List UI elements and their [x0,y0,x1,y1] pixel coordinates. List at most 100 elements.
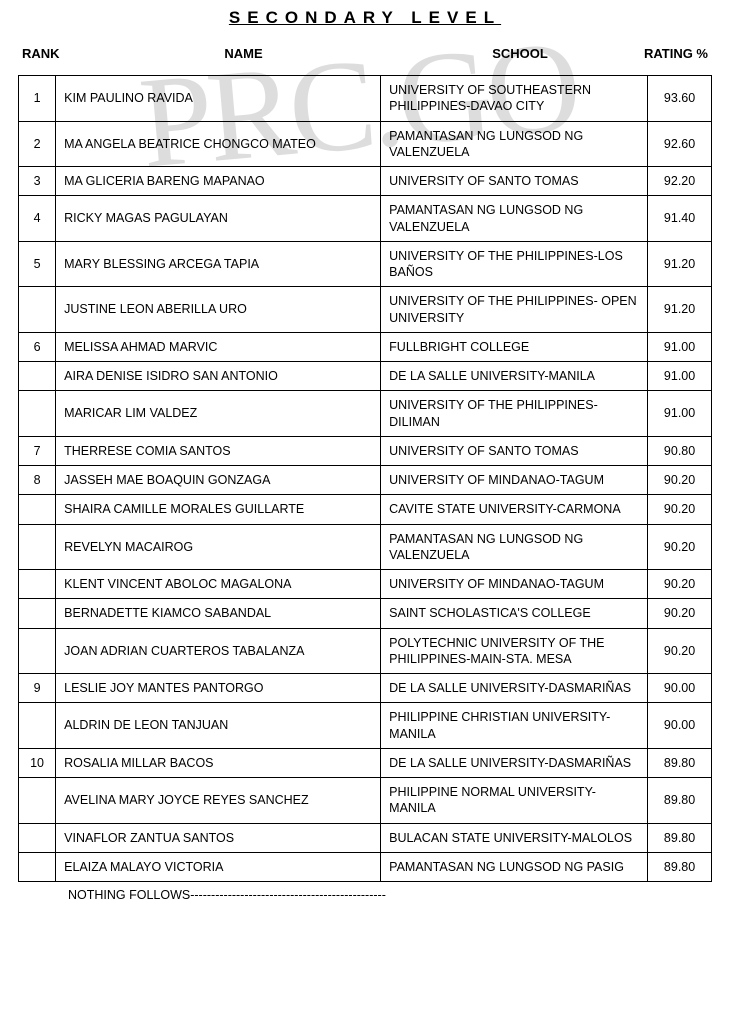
footer-text: NOTHING FOLLOWS-------------------------… [18,882,712,902]
cell-name: MELISSA AHMAD MARVIC [56,332,381,361]
cell-school: UNIVERSITY OF SANTO TOMAS [381,436,648,465]
cell-rating: 93.60 [648,76,712,122]
cell-school: DE LA SALLE UNIVERSITY-MANILA [381,362,648,391]
cell-rating: 90.20 [648,495,712,524]
cell-rating: 89.80 [648,778,712,824]
cell-name: KIM PAULINO RAVIDA [56,76,381,122]
cell-school: UNIVERSITY OF SANTO TOMAS [381,167,648,196]
cell-rating: 90.00 [648,674,712,703]
cell-rating: 91.40 [648,196,712,242]
cell-name: VINAFLOR ZANTUA SANTOS [56,823,381,852]
table-row: 10ROSALIA MILLAR BACOSDE LA SALLE UNIVER… [19,748,712,777]
table-row: 8JASSEH MAE BOAQUIN GONZAGAUNIVERSITY OF… [19,466,712,495]
cell-rank [19,599,56,628]
cell-rank: 5 [19,241,56,287]
cell-school: PAMANTASAN NG LUNGSOD NG PASIG [381,852,648,881]
cell-rank: 9 [19,674,56,703]
table-row: MARICAR LIM VALDEZUNIVERSITY OF THE PHIL… [19,391,712,437]
cell-name: LESLIE JOY MANTES PANTORGO [56,674,381,703]
cell-school: UNIVERSITY OF MINDANAO-TAGUM [381,570,648,599]
table-row: AVELINA MARY JOYCE REYES SANCHEZPHILIPPI… [19,778,712,824]
cell-name: MA GLICERIA BARENG MAPANAO [56,167,381,196]
cell-rating: 89.80 [648,823,712,852]
cell-rating: 90.20 [648,466,712,495]
cell-school: CAVITE STATE UNIVERSITY-CARMONA [381,495,648,524]
header-school: SCHOOL [405,46,635,61]
cell-school: UNIVERSITY OF MINDANAO-TAGUM [381,466,648,495]
cell-name: ELAIZA MALAYO VICTORIA [56,852,381,881]
page-title: SECONDARY LEVEL [18,8,712,28]
cell-rank [19,628,56,674]
cell-rank: 6 [19,332,56,361]
cell-rank [19,703,56,749]
table-row: BERNADETTE KIAMCO SABANDALSAINT SCHOLAST… [19,599,712,628]
cell-name: SHAIRA CAMILLE MORALES GUILLARTE [56,495,381,524]
cell-rating: 90.20 [648,628,712,674]
table-row: SHAIRA CAMILLE MORALES GUILLARTECAVITE S… [19,495,712,524]
cell-name: AVELINA MARY JOYCE REYES SANCHEZ [56,778,381,824]
header-name: NAME [82,46,405,61]
cell-rank: 1 [19,76,56,122]
cell-rating: 92.20 [648,167,712,196]
cell-school: BULACAN STATE UNIVERSITY-MALOLOS [381,823,648,852]
cell-rating: 90.80 [648,436,712,465]
table-row: 3MA GLICERIA BARENG MAPANAOUNIVERSITY OF… [19,167,712,196]
cell-name: MARY BLESSING ARCEGA TAPIA [56,241,381,287]
table-row: 4RICKY MAGAS PAGULAYANPAMANTASAN NG LUNG… [19,196,712,242]
cell-name: ALDRIN DE LEON TANJUAN [56,703,381,749]
cell-rating: 89.80 [648,748,712,777]
cell-rating: 91.00 [648,391,712,437]
results-table: 1KIM PAULINO RAVIDAUNIVERSITY OF SOUTHEA… [18,75,712,882]
cell-name: MARICAR LIM VALDEZ [56,391,381,437]
table-row: 5MARY BLESSING ARCEGA TAPIAUNIVERSITY OF… [19,241,712,287]
cell-name: KLENT VINCENT ABOLOC MAGALONA [56,570,381,599]
header-rating: RATING % [635,46,708,61]
cell-rating: 90.00 [648,703,712,749]
cell-rank [19,287,56,333]
table-row: 6MELISSA AHMAD MARVICFULLBRIGHT COLLEGE9… [19,332,712,361]
table-row: KLENT VINCENT ABOLOC MAGALONAUNIVERSITY … [19,570,712,599]
cell-rank: 3 [19,167,56,196]
cell-name: JOAN ADRIAN CUARTEROS TABALANZA [56,628,381,674]
cell-school: FULLBRIGHT COLLEGE [381,332,648,361]
cell-rating: 91.20 [648,287,712,333]
table-row: AIRA DENISE ISIDRO SAN ANTONIODE LA SALL… [19,362,712,391]
cell-school: UNIVERSITY OF SOUTHEASTERN PHILIPPINES-D… [381,76,648,122]
cell-name: JASSEH MAE BOAQUIN GONZAGA [56,466,381,495]
cell-school: PAMANTASAN NG LUNGSOD NG VALENZUELA [381,121,648,167]
cell-name: MA ANGELA BEATRICE CHONGCO MATEO [56,121,381,167]
cell-school: PHILIPPINE NORMAL UNIVERSITY-MANILA [381,778,648,824]
cell-school: UNIVERSITY OF THE PHILIPPINES-LOS BAÑOS [381,241,648,287]
header-rank: RANK [22,46,82,61]
cell-rank: 10 [19,748,56,777]
cell-rank [19,823,56,852]
column-headers: RANK NAME SCHOOL RATING % [18,46,712,61]
cell-name: BERNADETTE KIAMCO SABANDAL [56,599,381,628]
table-row: JUSTINE LEON ABERILLA UROUNIVERSITY OF T… [19,287,712,333]
cell-rank [19,524,56,570]
cell-name: ROSALIA MILLAR BACOS [56,748,381,777]
cell-rank [19,495,56,524]
cell-rank: 7 [19,436,56,465]
cell-name: JUSTINE LEON ABERILLA URO [56,287,381,333]
cell-rating: 91.00 [648,332,712,361]
cell-rank [19,570,56,599]
cell-rank: 2 [19,121,56,167]
cell-school: UNIVERSITY OF THE PHILIPPINES- OPEN UNIV… [381,287,648,333]
cell-name: RICKY MAGAS PAGULAYAN [56,196,381,242]
cell-rating: 90.20 [648,524,712,570]
cell-school: PAMANTASAN NG LUNGSOD NG VALENZUELA [381,524,648,570]
cell-rating: 91.20 [648,241,712,287]
cell-name: AIRA DENISE ISIDRO SAN ANTONIO [56,362,381,391]
cell-school: DE LA SALLE UNIVERSITY-DASMARIÑAS [381,674,648,703]
cell-school: UNIVERSITY OF THE PHILIPPINES-DILIMAN [381,391,648,437]
cell-rank: 4 [19,196,56,242]
cell-rank [19,362,56,391]
cell-rating: 91.00 [648,362,712,391]
table-row: REVELYN MACAIROGPAMANTASAN NG LUNGSOD NG… [19,524,712,570]
table-row: VINAFLOR ZANTUA SANTOSBULACAN STATE UNIV… [19,823,712,852]
cell-rating: 90.20 [648,570,712,599]
cell-name: REVELYN MACAIROG [56,524,381,570]
table-row: ALDRIN DE LEON TANJUANPHILIPPINE CHRISTI… [19,703,712,749]
table-row: JOAN ADRIAN CUARTEROS TABALANZAPOLYTECHN… [19,628,712,674]
